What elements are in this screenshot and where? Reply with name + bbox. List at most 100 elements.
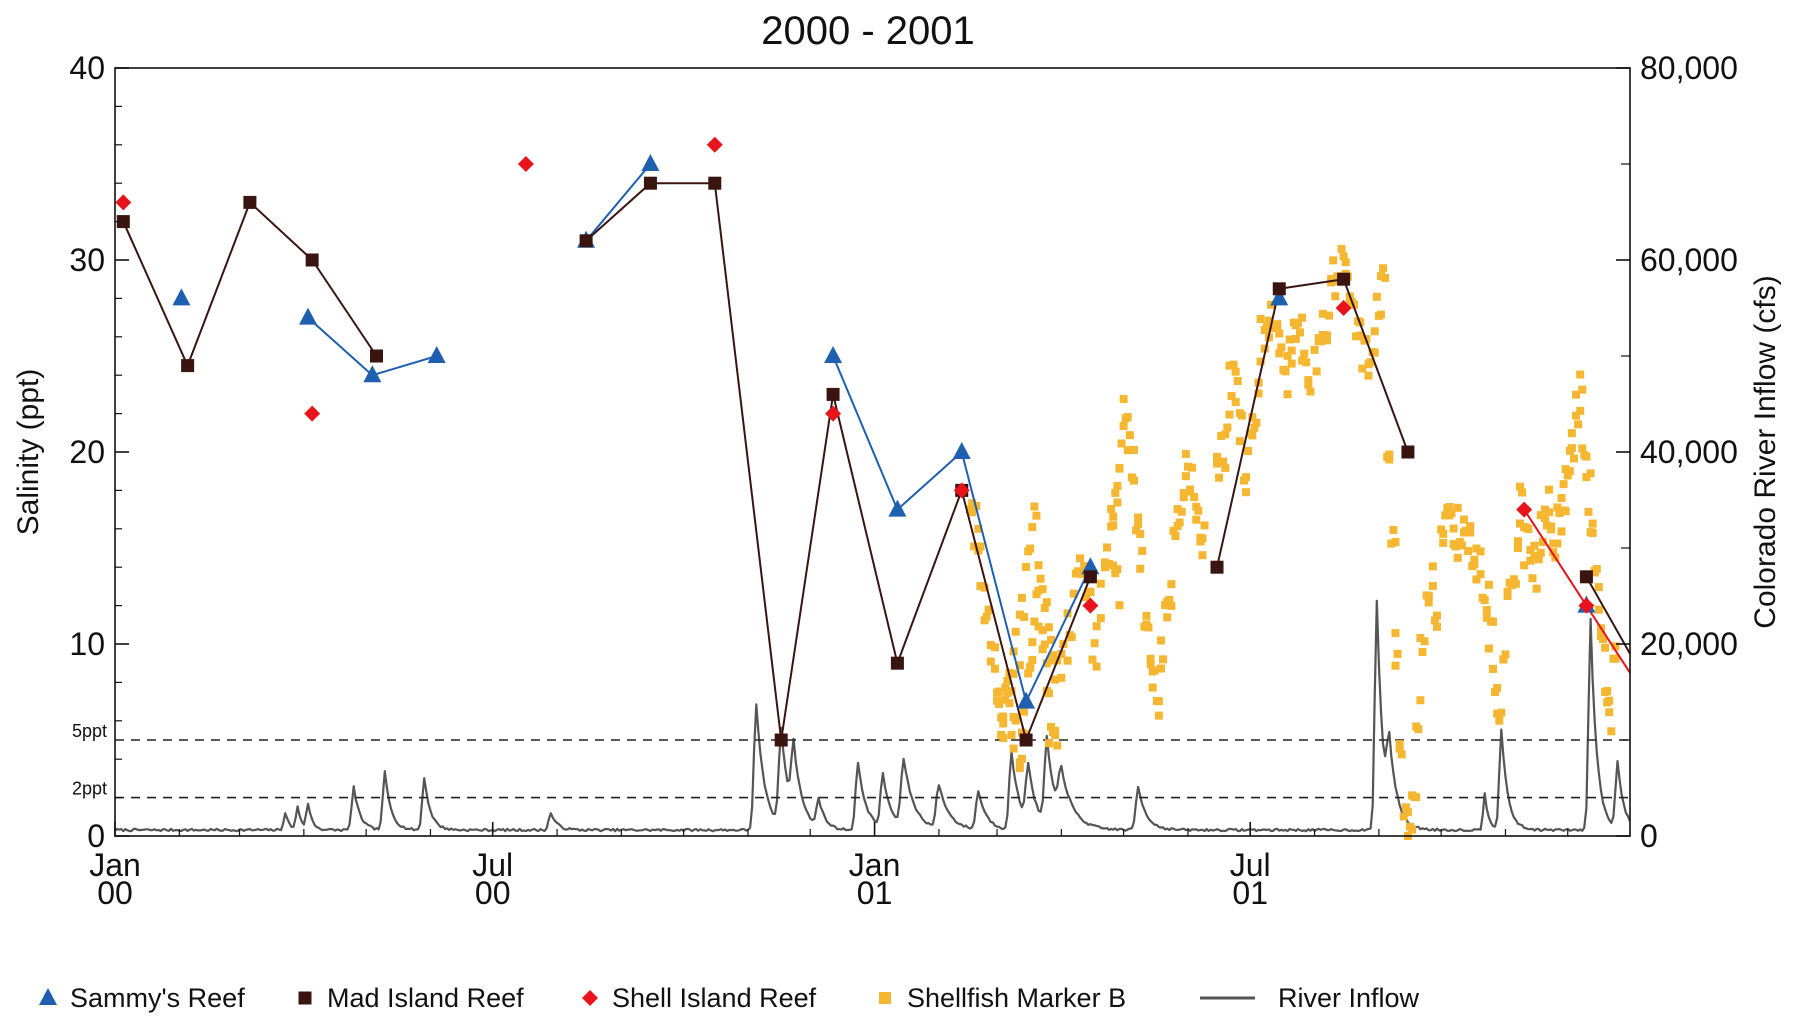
shellfish-marker-b-point [1281,367,1290,376]
shellfish-marker-b-point [1511,579,1520,588]
shellfish-marker-b-point [1352,332,1361,341]
shellfish-marker-b-point [1051,726,1060,735]
sammy-s-reef-point [363,365,382,383]
shellfish-marker-b-point [1501,650,1510,659]
shellfish-marker-b-point [1244,446,1253,455]
shellfish-marker-b-point [1231,398,1240,407]
sammy-s-reef-point [888,499,907,517]
shellfish-marker-b-point [1044,689,1053,698]
shellfish-marker-b-point [1389,526,1398,535]
shellfish-marker-b-point [1536,548,1545,557]
shellfish-marker-b-point [1015,764,1024,773]
sammy-s-reef-point [299,307,318,325]
shellfish-marker-b-point [1484,580,1493,589]
shellfish-marker-b-point [1051,675,1060,684]
shellfish-marker-b-point [1028,523,1037,532]
shellfish-marker-b-point [1005,699,1014,708]
shellfish-marker-b-point [1190,493,1199,502]
shellfish-marker-b-point [1123,413,1132,422]
sammy-s-reef-point [952,442,971,459]
shellfish-marker-b-point [1356,331,1365,340]
shellfish-marker-b-point [1372,292,1381,301]
shellfish-marker-b-point [974,524,983,533]
shellfish-marker-b-point [1428,581,1437,590]
shellfish-marker-b-point [1044,739,1053,748]
shellfish-marker-b-point [1221,430,1230,439]
shellfish-marker-b-point [974,546,983,555]
shellfish-marker-b-point [1482,606,1491,615]
shellfish-marker-b-point [1441,511,1450,520]
shellfish-marker-b-point [1574,420,1583,429]
mad-island-reef-point [1579,570,1593,584]
shellfish-marker-b-point [1476,570,1485,579]
shellfish-marker-b-point [1144,623,1153,632]
shellfish-marker-b-point [1385,455,1394,464]
mad-island-reef-point [305,253,319,267]
shellfish-marker-b-point [1306,387,1315,396]
shellfish-marker-b-point [1449,524,1458,533]
shellfish-marker-b-point [1082,593,1091,602]
shellfish-marker-b-point [1538,537,1547,546]
river-inflow-line [114,599,1632,833]
shellfish-marker-b-point [1588,528,1597,537]
shellfish-marker-b-point [970,542,979,551]
y2-tick-label: 40,000 [1640,434,1738,470]
shellfish-marker-b-point [999,719,1008,728]
shellfish-marker-b-point [1536,511,1545,520]
shellfish-marker-b-point [986,657,995,666]
shellfish-marker-b-point [1192,515,1201,524]
mad-island-reef-point [579,234,593,248]
shellfish-marker-b-point [1376,272,1385,281]
shellfish-marker-b-point [1125,431,1134,440]
shellfish-marker-b-point [1254,389,1263,398]
shellfish-marker-b-point [1403,808,1412,817]
shellfish-marker-b-point [1432,611,1441,620]
shellfish-marker-b-point [1011,716,1020,725]
shellfish-marker-b-point [1325,311,1334,320]
shellfish-marker-b-point [1111,488,1120,497]
shellfish-marker-b-point [1318,331,1327,340]
shellfish-marker-b-point [1559,480,1568,489]
shellfish-marker-b-point [1020,707,1028,716]
shellfish-marker-b-point [1285,335,1294,344]
shellfish-marker-b-point [997,713,1006,722]
mad-island-reef-point [243,195,257,209]
shellfish-marker-b-point [1524,525,1533,534]
shellfish-marker-b-point [1100,558,1109,567]
shellfish-marker-b-point [1233,377,1242,386]
shellfish-marker-b-point [1231,367,1240,376]
shellfish-marker-b-point [1096,614,1105,623]
shellfish-marker-b-point [1310,345,1319,354]
y-tick-label: 10 [69,626,105,662]
shellfish-marker-b-point [1256,315,1265,324]
shellfish-marker-b-point [1123,446,1132,455]
shellfish-marker-b-point [1513,537,1522,546]
shellfish-marker-b-point [1134,520,1143,529]
shellfish-marker-b-point [1466,528,1475,537]
shellfish-marker-b-point [1304,376,1313,385]
shellfish-marker-b-point [1264,316,1273,325]
shellfish-marker-b-point [1026,662,1035,671]
shellfish-marker-b-point [1248,413,1257,422]
shellfish-marker-b-point [1215,473,1224,482]
shellfish-marker-b-point [1418,647,1427,656]
shellfish-marker-b-point [1138,546,1147,555]
mad-island-reef-line [1216,278,1409,568]
shellfish-marker-b-point [1109,561,1118,570]
shellfish-marker-b-point [1302,358,1311,367]
shellfish-marker-b-point [1129,445,1138,454]
sammy-s-reef-point [427,346,446,363]
shellfish-marker-b-point [1146,660,1155,669]
shellfish-marker-b-point [1076,554,1085,563]
shellfish-marker-b-point [1555,509,1564,518]
shellfish-marker-b-point [1067,633,1076,642]
shellfish-marker-b-point [990,643,999,652]
shellfish-marker-b-point [1337,244,1346,253]
x-tick-month: Jul [1230,847,1271,883]
shellfish-marker-b-point [1401,803,1410,812]
shellfish-marker-b-point [1393,649,1402,658]
shellfish-marker-b-point [1526,556,1535,565]
shellfish-marker-b-point [1516,519,1525,528]
shellfish-marker-b-point [1416,696,1425,705]
shellfish-marker-b-point [1183,462,1192,471]
